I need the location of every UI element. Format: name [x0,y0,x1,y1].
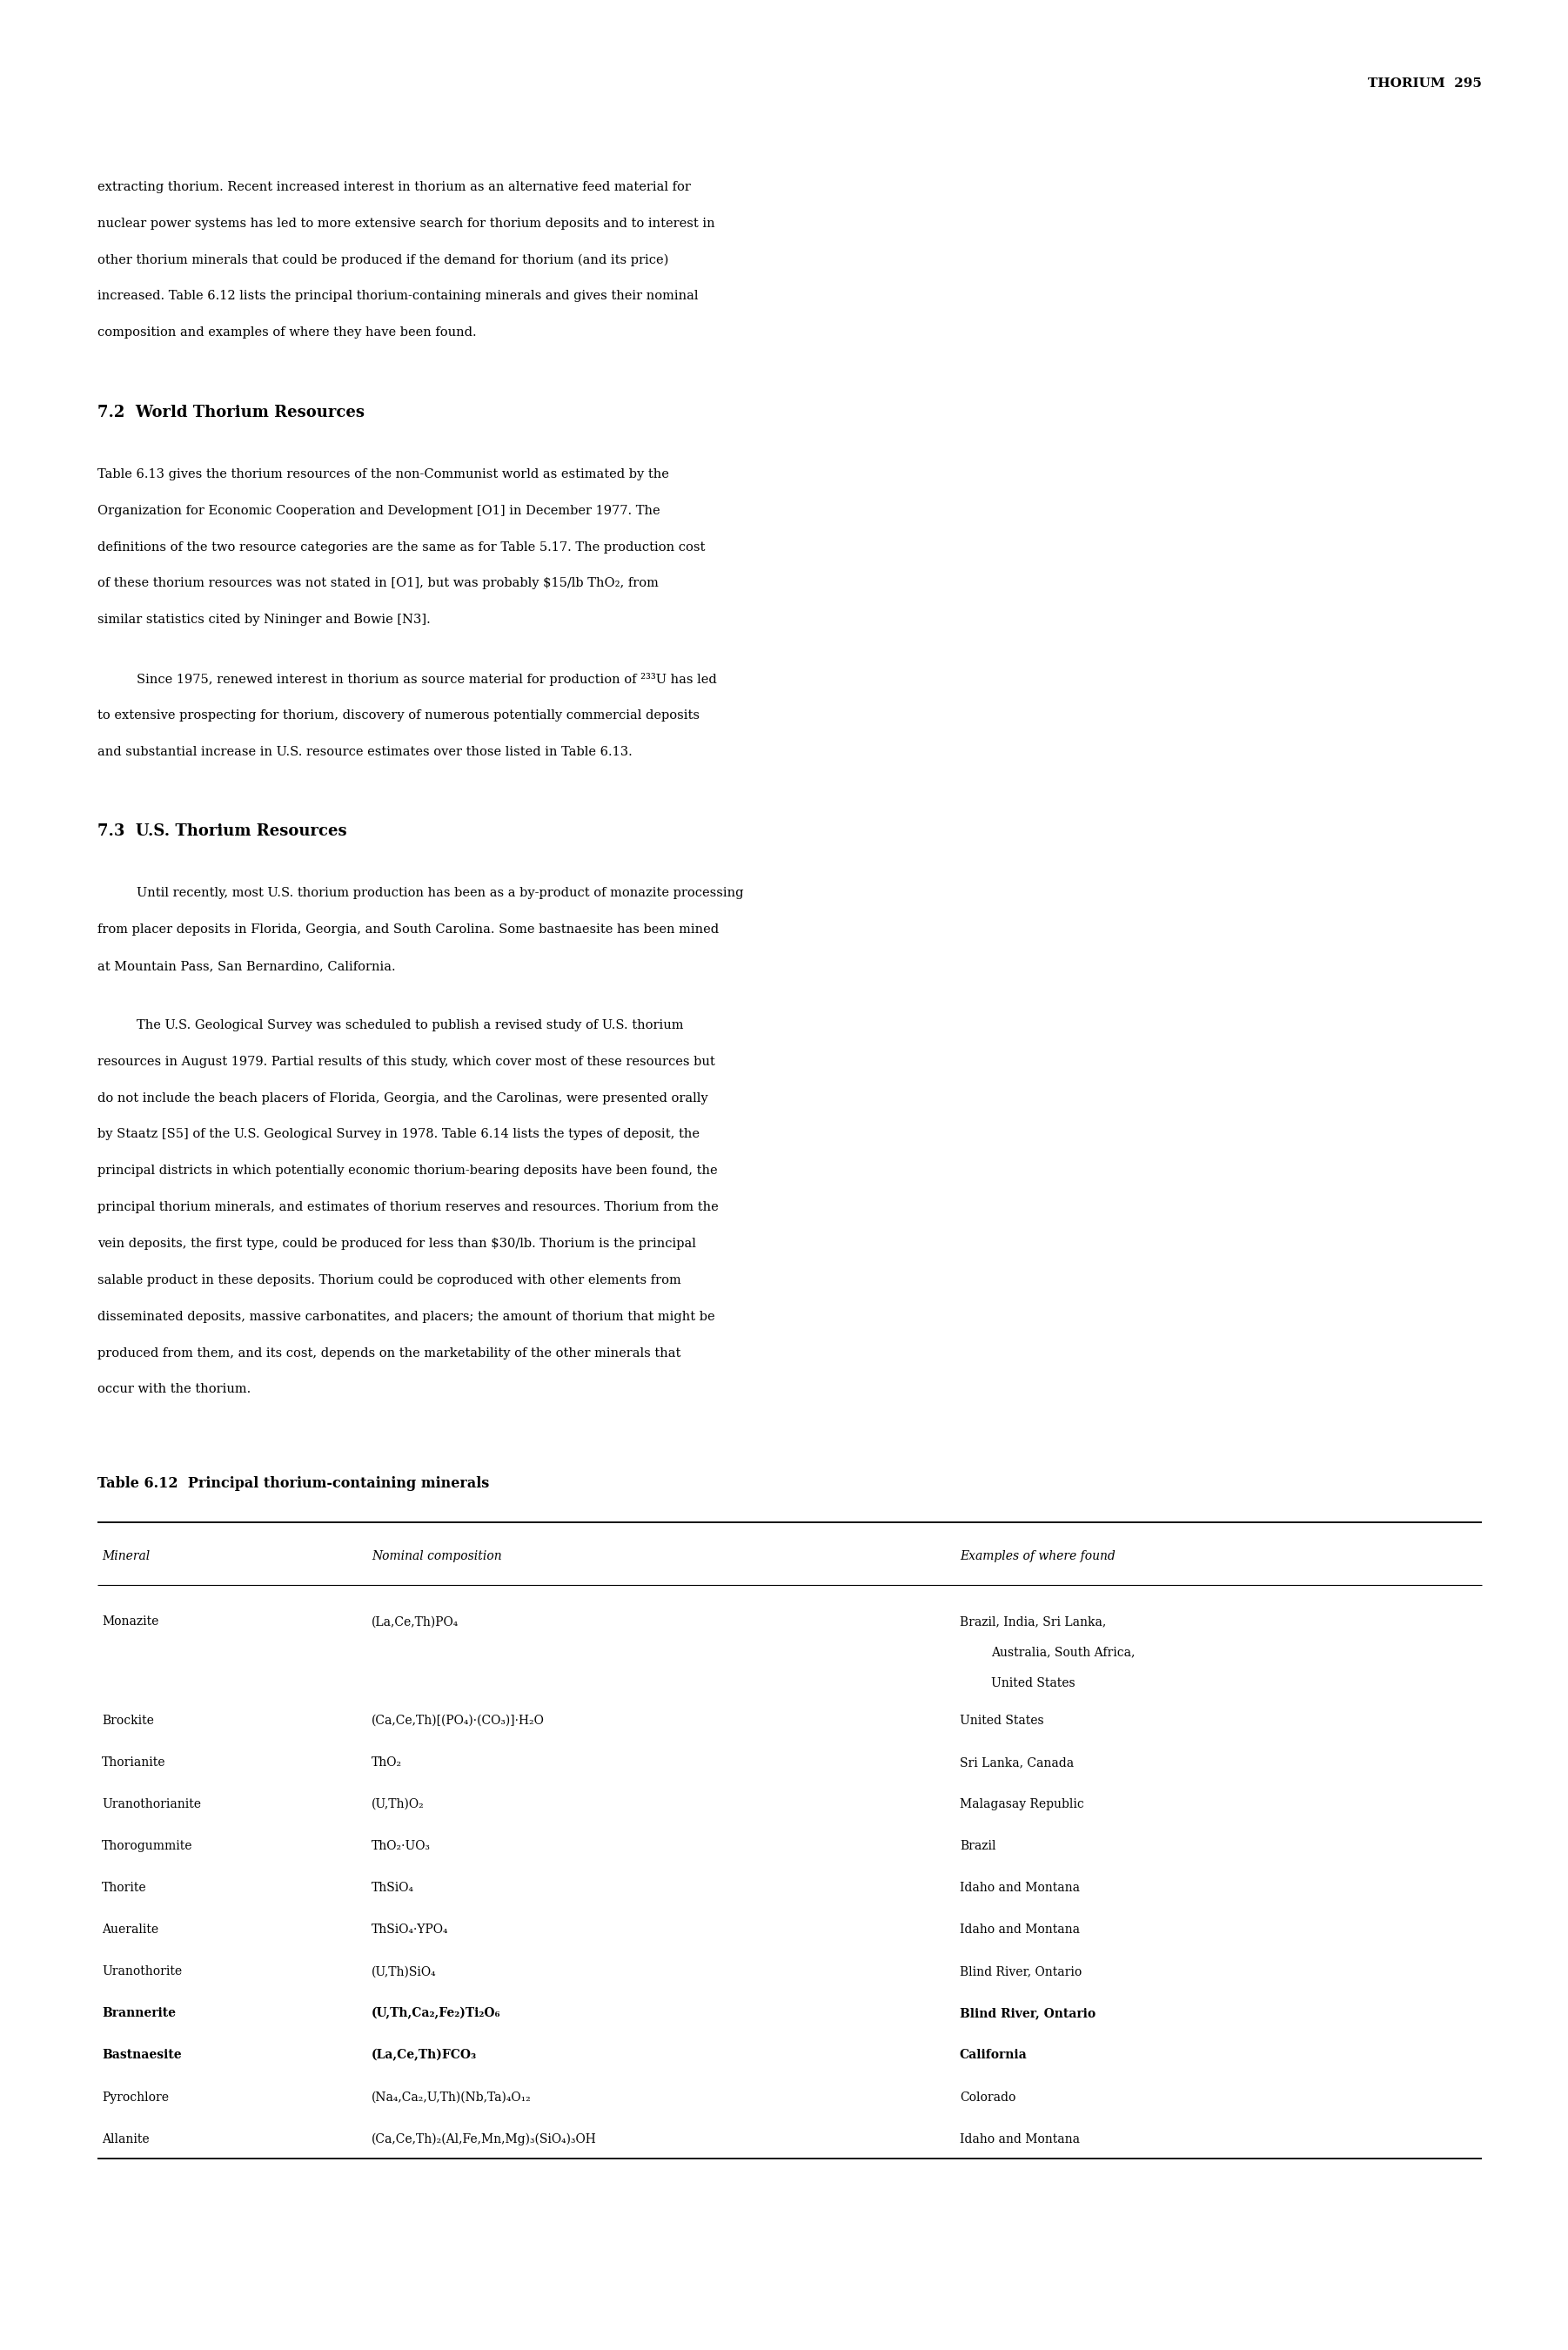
Text: extracting thorium. Recent increased interest in thorium as an alternative feed : extracting thorium. Recent increased int… [97,181,690,193]
Text: ThSiO₄: ThSiO₄ [372,1882,414,1894]
Text: ThO₂: ThO₂ [372,1755,401,1770]
Text: ThO₂·UO₃: ThO₂·UO₃ [372,1840,431,1852]
Text: produced from them, and its cost, depends on the marketability of the other mine: produced from them, and its cost, depend… [97,1347,681,1358]
Text: Idaho and Montana: Idaho and Montana [960,2134,1080,2146]
Text: ThSiO₄·YPO₄: ThSiO₄·YPO₄ [372,1925,448,1936]
Text: United States: United States [960,1716,1044,1727]
Text: do not include the beach placers of Florida, Georgia, and the Carolinas, were pr: do not include the beach placers of Flor… [97,1093,707,1104]
Text: (Ca,Ce,Th)₂(Al,Fe,Mn,Mg)₃(SiO₄)₃OH: (Ca,Ce,Th)₂(Al,Fe,Mn,Mg)₃(SiO₄)₃OH [372,2134,597,2146]
Text: Uranothorite: Uranothorite [102,1965,182,1979]
Text: Nominal composition: Nominal composition [372,1551,502,1563]
Text: (U,Th,Ca₂,Fe₂)Ti₂O₆: (U,Th,Ca₂,Fe₂)Ti₂O₆ [372,2007,500,2019]
Text: similar statistics cited by Nininger and Bowie [N3].: similar statistics cited by Nininger and… [97,613,430,625]
Text: salable product in these deposits. Thorium could be coproduced with other elemen: salable product in these deposits. Thori… [97,1274,681,1285]
Text: Aueralite: Aueralite [102,1925,158,1936]
Text: nuclear power systems has led to more extensive search for thorium deposits and : nuclear power systems has led to more ex… [97,219,715,230]
Text: (La,Ce,Th)PO₄: (La,Ce,Th)PO₄ [372,1617,459,1629]
Text: Monazite: Monazite [102,1617,158,1629]
Text: Brazil: Brazil [960,1840,996,1852]
Text: The U.S. Geological Survey was scheduled to publish a revised study of U.S. thor: The U.S. Geological Survey was scheduled… [136,1020,684,1032]
Text: Table 6.12  Principal thorium-containing minerals: Table 6.12 Principal thorium-containing … [97,1476,489,1490]
Text: resources in August 1979. Partial results of this study, which cover most of the: resources in August 1979. Partial result… [97,1055,715,1067]
Text: Since 1975, renewed interest in thorium as source material for production of ²³³: Since 1975, renewed interest in thorium … [136,672,717,686]
Text: Examples of where found: Examples of where found [960,1551,1115,1563]
Text: Organization for Economic Cooperation and Development [O1] in December 1977. The: Organization for Economic Cooperation an… [97,505,660,517]
Text: vein deposits, the first type, could be produced for less than $30/lb. Thorium i: vein deposits, the first type, could be … [97,1238,696,1250]
Text: Thorite: Thorite [102,1882,147,1894]
Text: Colorado: Colorado [960,2092,1016,2103]
Text: definitions of the two resource categories are the same as for Table 5.17. The p: definitions of the two resource categori… [97,540,706,552]
Text: Idaho and Montana: Idaho and Montana [960,1925,1080,1936]
Text: Blind River, Ontario: Blind River, Ontario [960,2007,1096,2019]
Text: Thorianite: Thorianite [102,1755,166,1770]
Text: THORIUM  295: THORIUM 295 [1367,78,1482,89]
Text: to extensive prospecting for thorium, discovery of numerous potentially commerci: to extensive prospecting for thorium, di… [97,710,699,721]
Text: Uranothorianite: Uranothorianite [102,1798,201,1810]
Text: Brockite: Brockite [102,1716,154,1727]
Text: 7.2  World Thorium Resources: 7.2 World Thorium Resources [97,404,364,421]
Text: 7.3  U.S. Thorium Resources: 7.3 U.S. Thorium Resources [97,822,347,839]
Text: Brazil, India, Sri Lanka,: Brazil, India, Sri Lanka, [960,1617,1105,1629]
Text: composition and examples of where they have been found.: composition and examples of where they h… [97,327,477,338]
Text: Mineral: Mineral [102,1551,151,1563]
Text: Thorogummite: Thorogummite [102,1840,193,1852]
Text: Brannerite: Brannerite [102,2007,176,2019]
Text: from placer deposits in Florida, Georgia, and South Carolina. Some bastnaesite h: from placer deposits in Florida, Georgia… [97,924,718,935]
Text: Until recently, most U.S. thorium production has been as a by-product of monazit: Until recently, most U.S. thorium produc… [136,888,743,900]
Text: (U,Th)O₂: (U,Th)O₂ [372,1798,425,1810]
Text: at Mountain Pass, San Bernardino, California.: at Mountain Pass, San Bernardino, Califo… [97,961,395,973]
Text: Bastnaesite: Bastnaesite [102,2049,182,2061]
Text: (U,Th)SiO₄: (U,Th)SiO₄ [372,1965,436,1979]
Text: (Ca,Ce,Th)[(PO₄)·(CO₃)]·H₂O: (Ca,Ce,Th)[(PO₄)·(CO₃)]·H₂O [372,1716,544,1727]
Text: (La,Ce,Th)FCO₃: (La,Ce,Th)FCO₃ [372,2049,477,2061]
Text: Allanite: Allanite [102,2134,149,2146]
Text: Sri Lanka, Canada: Sri Lanka, Canada [960,1755,1074,1770]
Text: principal thorium minerals, and estimates of thorium reserves and resources. Tho: principal thorium minerals, and estimate… [97,1201,718,1213]
Text: United States: United States [991,1678,1076,1690]
Text: disseminated deposits, massive carbonatites, and placers; the amount of thorium : disseminated deposits, massive carbonati… [97,1311,715,1323]
Text: (Na₄,Ca₂,U,Th)(Nb,Ta)₄O₁₂: (Na₄,Ca₂,U,Th)(Nb,Ta)₄O₁₂ [372,2092,532,2103]
Text: Australia, South Africa,: Australia, South Africa, [991,1647,1135,1659]
Text: California: California [960,2049,1027,2061]
Text: Idaho and Montana: Idaho and Montana [960,1882,1080,1894]
Text: Blind River, Ontario: Blind River, Ontario [960,1965,1082,1979]
Text: Pyrochlore: Pyrochlore [102,2092,169,2103]
Text: other thorium minerals that could be produced if the demand for thorium (and its: other thorium minerals that could be pro… [97,254,668,266]
Text: principal districts in which potentially economic thorium-bearing deposits have : principal districts in which potentially… [97,1166,717,1177]
Text: by Staatz [S5] of the U.S. Geological Survey in 1978. Table 6.14 lists the types: by Staatz [S5] of the U.S. Geological Su… [97,1128,699,1140]
Text: Table 6.13 gives the thorium resources of the non-Communist world as estimated b: Table 6.13 gives the thorium resources o… [97,468,670,479]
Text: Malagasay Republic: Malagasay Republic [960,1798,1083,1810]
Text: of these thorium resources was not stated in [O1], but was probably $15/lb ThO₂,: of these thorium resources was not state… [97,578,659,590]
Text: increased. Table 6.12 lists the principal thorium-containing minerals and gives : increased. Table 6.12 lists the principa… [97,289,698,303]
Text: occur with the thorium.: occur with the thorium. [97,1384,251,1396]
Text: and substantial increase in U.S. resource estimates over those listed in Table 6: and substantial increase in U.S. resourc… [97,745,632,759]
